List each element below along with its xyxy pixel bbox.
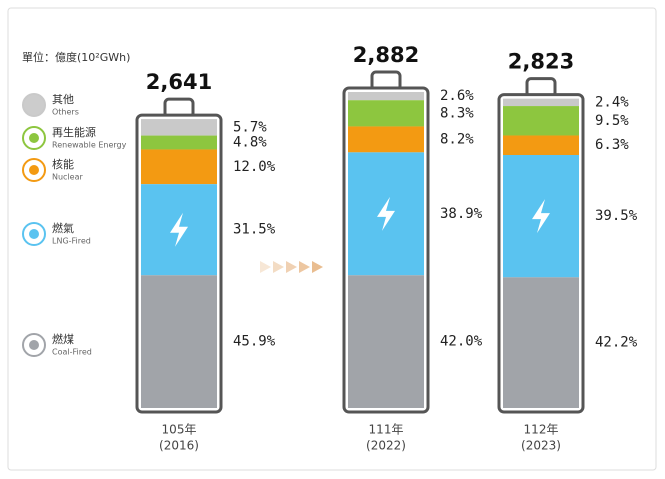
segment [348, 100, 424, 127]
lightning-icon [377, 196, 395, 231]
value-label: 5.7% [233, 119, 267, 135]
legend-icon-dot [29, 133, 39, 143]
lightning-icon [532, 199, 550, 234]
total-label: 2,823 [508, 50, 574, 74]
value-label: 39.5% [595, 208, 638, 224]
x-tick-year: (2023) [521, 439, 561, 453]
value-label: 8.3% [440, 105, 474, 121]
legend-name-en: Coal-Fired [52, 348, 92, 357]
value-label: 4.8% [233, 135, 267, 151]
legend-name-en: Others [52, 108, 79, 117]
value-label: 12.0% [233, 159, 276, 175]
segment [348, 275, 424, 408]
x-tick-label: 112年 [524, 423, 559, 437]
legend-name: 其他 [52, 93, 74, 106]
value-label: 42.0% [440, 334, 483, 350]
value-label: 2.6% [440, 88, 474, 104]
segment [141, 119, 217, 136]
value-label: 6.3% [595, 137, 629, 153]
value-label: 2.4% [595, 94, 629, 110]
legend-icon [22, 93, 46, 117]
lightning-icon [170, 212, 188, 247]
value-label: 38.9% [440, 206, 483, 222]
segment [503, 106, 579, 136]
legend-name: 再生能源 [52, 125, 96, 139]
segment [503, 135, 579, 155]
arrows [260, 261, 323, 273]
value-label: 45.9% [233, 334, 276, 350]
total-label: 2,882 [353, 43, 419, 67]
legend-icon-dot [29, 165, 39, 175]
unit-label: 單位：億度(10²GWh) [22, 50, 130, 64]
x-tick-label: 105年 [162, 423, 197, 437]
segment [141, 135, 217, 150]
value-label: 9.5% [595, 113, 629, 129]
value-label: 8.2% [440, 131, 474, 147]
legend-name: 燃氣 [52, 221, 74, 235]
legend-icon-dot [29, 229, 39, 239]
legend-name: 燃煤 [52, 332, 74, 346]
segment [348, 126, 424, 153]
value-label: 42.2% [595, 335, 638, 351]
legend-name: 核能 [52, 157, 74, 171]
total-label: 2,641 [146, 70, 212, 94]
x-tick-label: 111年 [369, 423, 404, 437]
value-label: 31.5% [233, 222, 276, 238]
segment [141, 275, 217, 408]
x-tick-year: (2022) [366, 439, 406, 453]
segment [503, 98, 579, 107]
segment [141, 149, 217, 185]
segment [348, 92, 424, 101]
segment [503, 277, 579, 408]
legend-icon-dot [29, 340, 39, 350]
legend-name-en: LNG-Fired [52, 237, 91, 246]
x-tick-year: (2016) [159, 439, 199, 453]
legend-name-en: Renewable Energy [52, 141, 127, 150]
legend-name-en: Nuclear [52, 173, 84, 182]
